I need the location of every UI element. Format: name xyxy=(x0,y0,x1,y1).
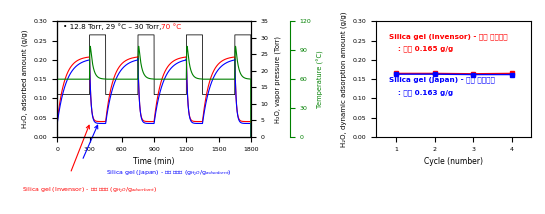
Text: Silica gel (Invensor) - 수분 흡탈착량: Silica gel (Invensor) - 수분 흡탈착량 xyxy=(389,33,507,40)
Text: Silica gel (Japan) - 수분 흡착량 (g$_{H_2O}$/g$_{adsorbent}$): Silica gel (Japan) - 수분 흡착량 (g$_{H_2O}$/… xyxy=(106,168,232,178)
Text: : 평균 0.165 g/g: : 평균 0.165 g/g xyxy=(398,46,453,52)
Y-axis label: H₂O, adsorbed amount (g/g): H₂O, adsorbed amount (g/g) xyxy=(22,30,28,128)
Text: 70 °C: 70 °C xyxy=(161,24,181,30)
Y-axis label: H₂O, vapor pressure (Torr): H₂O, vapor pressure (Torr) xyxy=(274,36,281,123)
Text: : 평균 0.163 g/g: : 평균 0.163 g/g xyxy=(398,90,453,96)
Y-axis label: H₂O, dynamic adsorption amount (g/g): H₂O, dynamic adsorption amount (g/g) xyxy=(341,11,347,147)
Y-axis label: Temperature (°C): Temperature (°C) xyxy=(317,50,324,108)
Text: Silica gel (Invensor) - 수분 흡착량 (g$_{H_2O}$/g$_{adsorbent}$): Silica gel (Invensor) - 수분 흡착량 (g$_{H_2O… xyxy=(22,185,157,195)
X-axis label: Cycle (number): Cycle (number) xyxy=(425,157,483,166)
Text: • 12.8 Torr, 29 °C – 30 Torr,: • 12.8 Torr, 29 °C – 30 Torr, xyxy=(63,24,164,30)
Text: Silica gel (Japan) - 수분 흡탈착량: Silica gel (Japan) - 수분 흡탈착량 xyxy=(389,77,495,83)
X-axis label: Time (min): Time (min) xyxy=(134,157,175,166)
